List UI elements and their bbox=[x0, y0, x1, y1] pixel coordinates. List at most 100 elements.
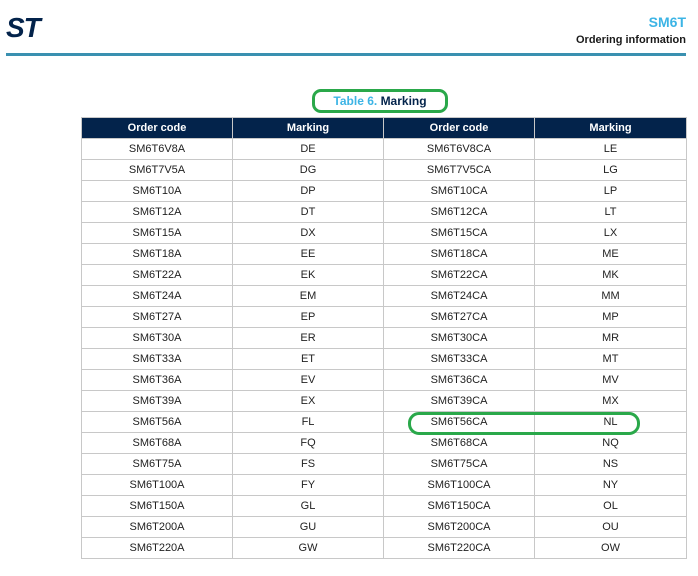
order-code-cell: SM6T56A bbox=[81, 411, 233, 433]
table-row: SM6T36A EV SM6T36CA MV bbox=[81, 369, 687, 391]
table-row: SM6T6V8A DE SM6T6V8CA LE bbox=[81, 138, 687, 160]
order-code-cell: SM6T18A bbox=[81, 243, 233, 265]
marking-ca-cell: MK bbox=[534, 264, 687, 286]
order-code-cell: SM6T68A bbox=[81, 432, 233, 454]
marking-ca-cell: LG bbox=[534, 159, 687, 181]
order-code-cell: SM6T10A bbox=[81, 180, 233, 202]
marking-table: Order code Marking Order code Marking SM… bbox=[81, 117, 687, 559]
order-code-ca-cell: SM6T33CA bbox=[383, 348, 535, 370]
order-code-cell: SM6T30A bbox=[81, 327, 233, 349]
table-row: SM6T27A EP SM6T27CA MP bbox=[81, 306, 687, 328]
order-code-ca-cell: SM6T10CA bbox=[383, 180, 535, 202]
document-title: SM6T bbox=[648, 14, 686, 30]
table-row: SM6T150A GL SM6T150CA OL bbox=[81, 495, 687, 517]
table-row: SM6T12A DT SM6T12CA LT bbox=[81, 201, 687, 223]
marking-ca-cell: NL bbox=[534, 411, 687, 433]
marking-cell: GU bbox=[232, 516, 384, 538]
table-caption-label: Table 6. bbox=[333, 94, 378, 108]
marking-cell: EK bbox=[232, 264, 384, 286]
column-header-order-code: Order code bbox=[81, 117, 233, 139]
table-caption-title: Marking bbox=[380, 94, 427, 108]
marking-cell: EX bbox=[232, 390, 384, 412]
order-code-cell: SM6T220A bbox=[81, 537, 233, 559]
svg-text:ST: ST bbox=[6, 12, 44, 42]
order-code-ca-cell: SM6T6V8CA bbox=[383, 138, 535, 160]
marking-cell: FQ bbox=[232, 432, 384, 454]
marking-cell: FS bbox=[232, 453, 384, 475]
marking-ca-cell: OW bbox=[534, 537, 687, 559]
order-code-cell: SM6T100A bbox=[81, 474, 233, 496]
table-row: SM6T100A FY SM6T100CA NY bbox=[81, 474, 687, 496]
order-code-cell: SM6T39A bbox=[81, 390, 233, 412]
marking-cell: GW bbox=[232, 537, 384, 559]
marking-ca-cell: NS bbox=[534, 453, 687, 475]
marking-ca-cell: LE bbox=[534, 138, 687, 160]
order-code-ca-cell: SM6T200CA bbox=[383, 516, 535, 538]
order-code-ca-cell: SM6T22CA bbox=[383, 264, 535, 286]
marking-ca-cell: LX bbox=[534, 222, 687, 244]
table-row: SM6T24A EM SM6T24CA MM bbox=[81, 285, 687, 307]
marking-ca-cell: NQ bbox=[534, 432, 687, 454]
marking-ca-cell: MP bbox=[534, 306, 687, 328]
column-header-order-code-ca: Order code bbox=[383, 117, 535, 139]
st-logo: ST bbox=[6, 12, 45, 42]
order-code-ca-cell: SM6T15CA bbox=[383, 222, 535, 244]
order-code-cell: SM6T27A bbox=[81, 306, 233, 328]
table-row: SM6T56A FL SM6T56CA NL bbox=[81, 411, 687, 433]
order-code-ca-cell: SM6T27CA bbox=[383, 306, 535, 328]
order-code-ca-cell: SM6T39CA bbox=[383, 390, 535, 412]
marking-ca-cell: NY bbox=[534, 474, 687, 496]
marking-ca-cell: LT bbox=[534, 201, 687, 223]
marking-cell: DT bbox=[232, 201, 384, 223]
marking-table-body: SM6T6V8A DE SM6T6V8CA LE SM6T7V5A DG SM6T7V5CA… bbox=[81, 138, 687, 559]
marking-cell: DX bbox=[232, 222, 384, 244]
marking-ca-cell: MX bbox=[534, 390, 687, 412]
header-rule bbox=[6, 53, 686, 56]
table-header-row: Order code Marking Order code Marking bbox=[81, 117, 687, 139]
table-row: SM6T33A ET SM6T33CA MT bbox=[81, 348, 687, 370]
marking-ca-cell: MV bbox=[534, 369, 687, 391]
order-code-cell: SM6T6V8A bbox=[81, 138, 233, 160]
table-row: SM6T18A EE SM6T18CA ME bbox=[81, 243, 687, 265]
order-code-ca-cell: SM6T100CA bbox=[383, 474, 535, 496]
order-code-ca-cell: SM6T30CA bbox=[383, 327, 535, 349]
marking-ca-cell: MT bbox=[534, 348, 687, 370]
order-code-ca-cell: SM6T68CA bbox=[383, 432, 535, 454]
marking-cell: ET bbox=[232, 348, 384, 370]
order-code-cell: SM6T150A bbox=[81, 495, 233, 517]
table-row: SM6T200A GU SM6T200CA OU bbox=[81, 516, 687, 538]
table-caption: Table 6. Marking bbox=[312, 89, 448, 113]
table-row: SM6T10A DP SM6T10CA LP bbox=[81, 180, 687, 202]
marking-ca-cell: LP bbox=[534, 180, 687, 202]
table-row: SM6T7V5A DG SM6T7V5CA LG bbox=[81, 159, 687, 181]
order-code-ca-cell: SM6T220CA bbox=[383, 537, 535, 559]
order-code-ca-cell: SM6T12CA bbox=[383, 201, 535, 223]
order-code-ca-cell: SM6T150CA bbox=[383, 495, 535, 517]
order-code-ca-cell: SM6T56CA bbox=[383, 411, 535, 433]
marking-cell: EV bbox=[232, 369, 384, 391]
marking-cell: EE bbox=[232, 243, 384, 265]
order-code-ca-cell: SM6T24CA bbox=[383, 285, 535, 307]
marking-cell: DP bbox=[232, 180, 384, 202]
order-code-cell: SM6T7V5A bbox=[81, 159, 233, 181]
marking-cell: EP bbox=[232, 306, 384, 328]
marking-cell: FY bbox=[232, 474, 384, 496]
table-row: SM6T15A DX SM6T15CA LX bbox=[81, 222, 687, 244]
marking-ca-cell: OL bbox=[534, 495, 687, 517]
order-code-cell: SM6T75A bbox=[81, 453, 233, 475]
marking-cell: FL bbox=[232, 411, 384, 433]
marking-ca-cell: MM bbox=[534, 285, 687, 307]
marking-cell: DG bbox=[232, 159, 384, 181]
column-header-marking-ca: Marking bbox=[534, 117, 687, 139]
table-row: SM6T30A ER SM6T30CA MR bbox=[81, 327, 687, 349]
order-code-ca-cell: SM6T75CA bbox=[383, 453, 535, 475]
order-code-ca-cell: SM6T36CA bbox=[383, 369, 535, 391]
order-code-cell: SM6T200A bbox=[81, 516, 233, 538]
table-row: SM6T220A GW SM6T220CA OW bbox=[81, 537, 687, 559]
column-header-marking: Marking bbox=[232, 117, 384, 139]
order-code-cell: SM6T33A bbox=[81, 348, 233, 370]
table-row: SM6T39A EX SM6T39CA MX bbox=[81, 390, 687, 412]
marking-cell: ER bbox=[232, 327, 384, 349]
table-row: SM6T68A FQ SM6T68CA NQ bbox=[81, 432, 687, 454]
order-code-ca-cell: SM6T7V5CA bbox=[383, 159, 535, 181]
